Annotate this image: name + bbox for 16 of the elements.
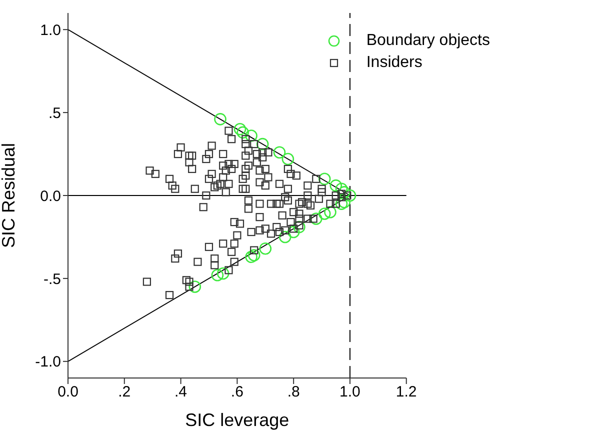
x-tick-label: 0.0 [58,384,78,401]
x-tick-label: 1.0 [340,384,360,401]
y-tick-label: 0.0 [40,188,61,205]
x-tick-label: .2 [118,384,131,401]
y-tick-label: -.5 [43,270,61,288]
y-tick-label: .5 [48,104,61,122]
x-tick-label: .4 [174,384,188,401]
x-tick-label: .6 [230,384,244,401]
x-tick-label: .8 [287,384,300,401]
legend-label: Boundary objects [366,31,490,51]
y-axis-title: SIC Residual [0,142,18,248]
x-tick-label: 1.2 [396,384,417,401]
y-tick-label: 1.0 [40,22,61,39]
legend-label: Insiders [366,53,422,73]
y-tick-label: -1.0 [35,354,61,371]
x-axis-title: SIC leverage [185,410,290,430]
